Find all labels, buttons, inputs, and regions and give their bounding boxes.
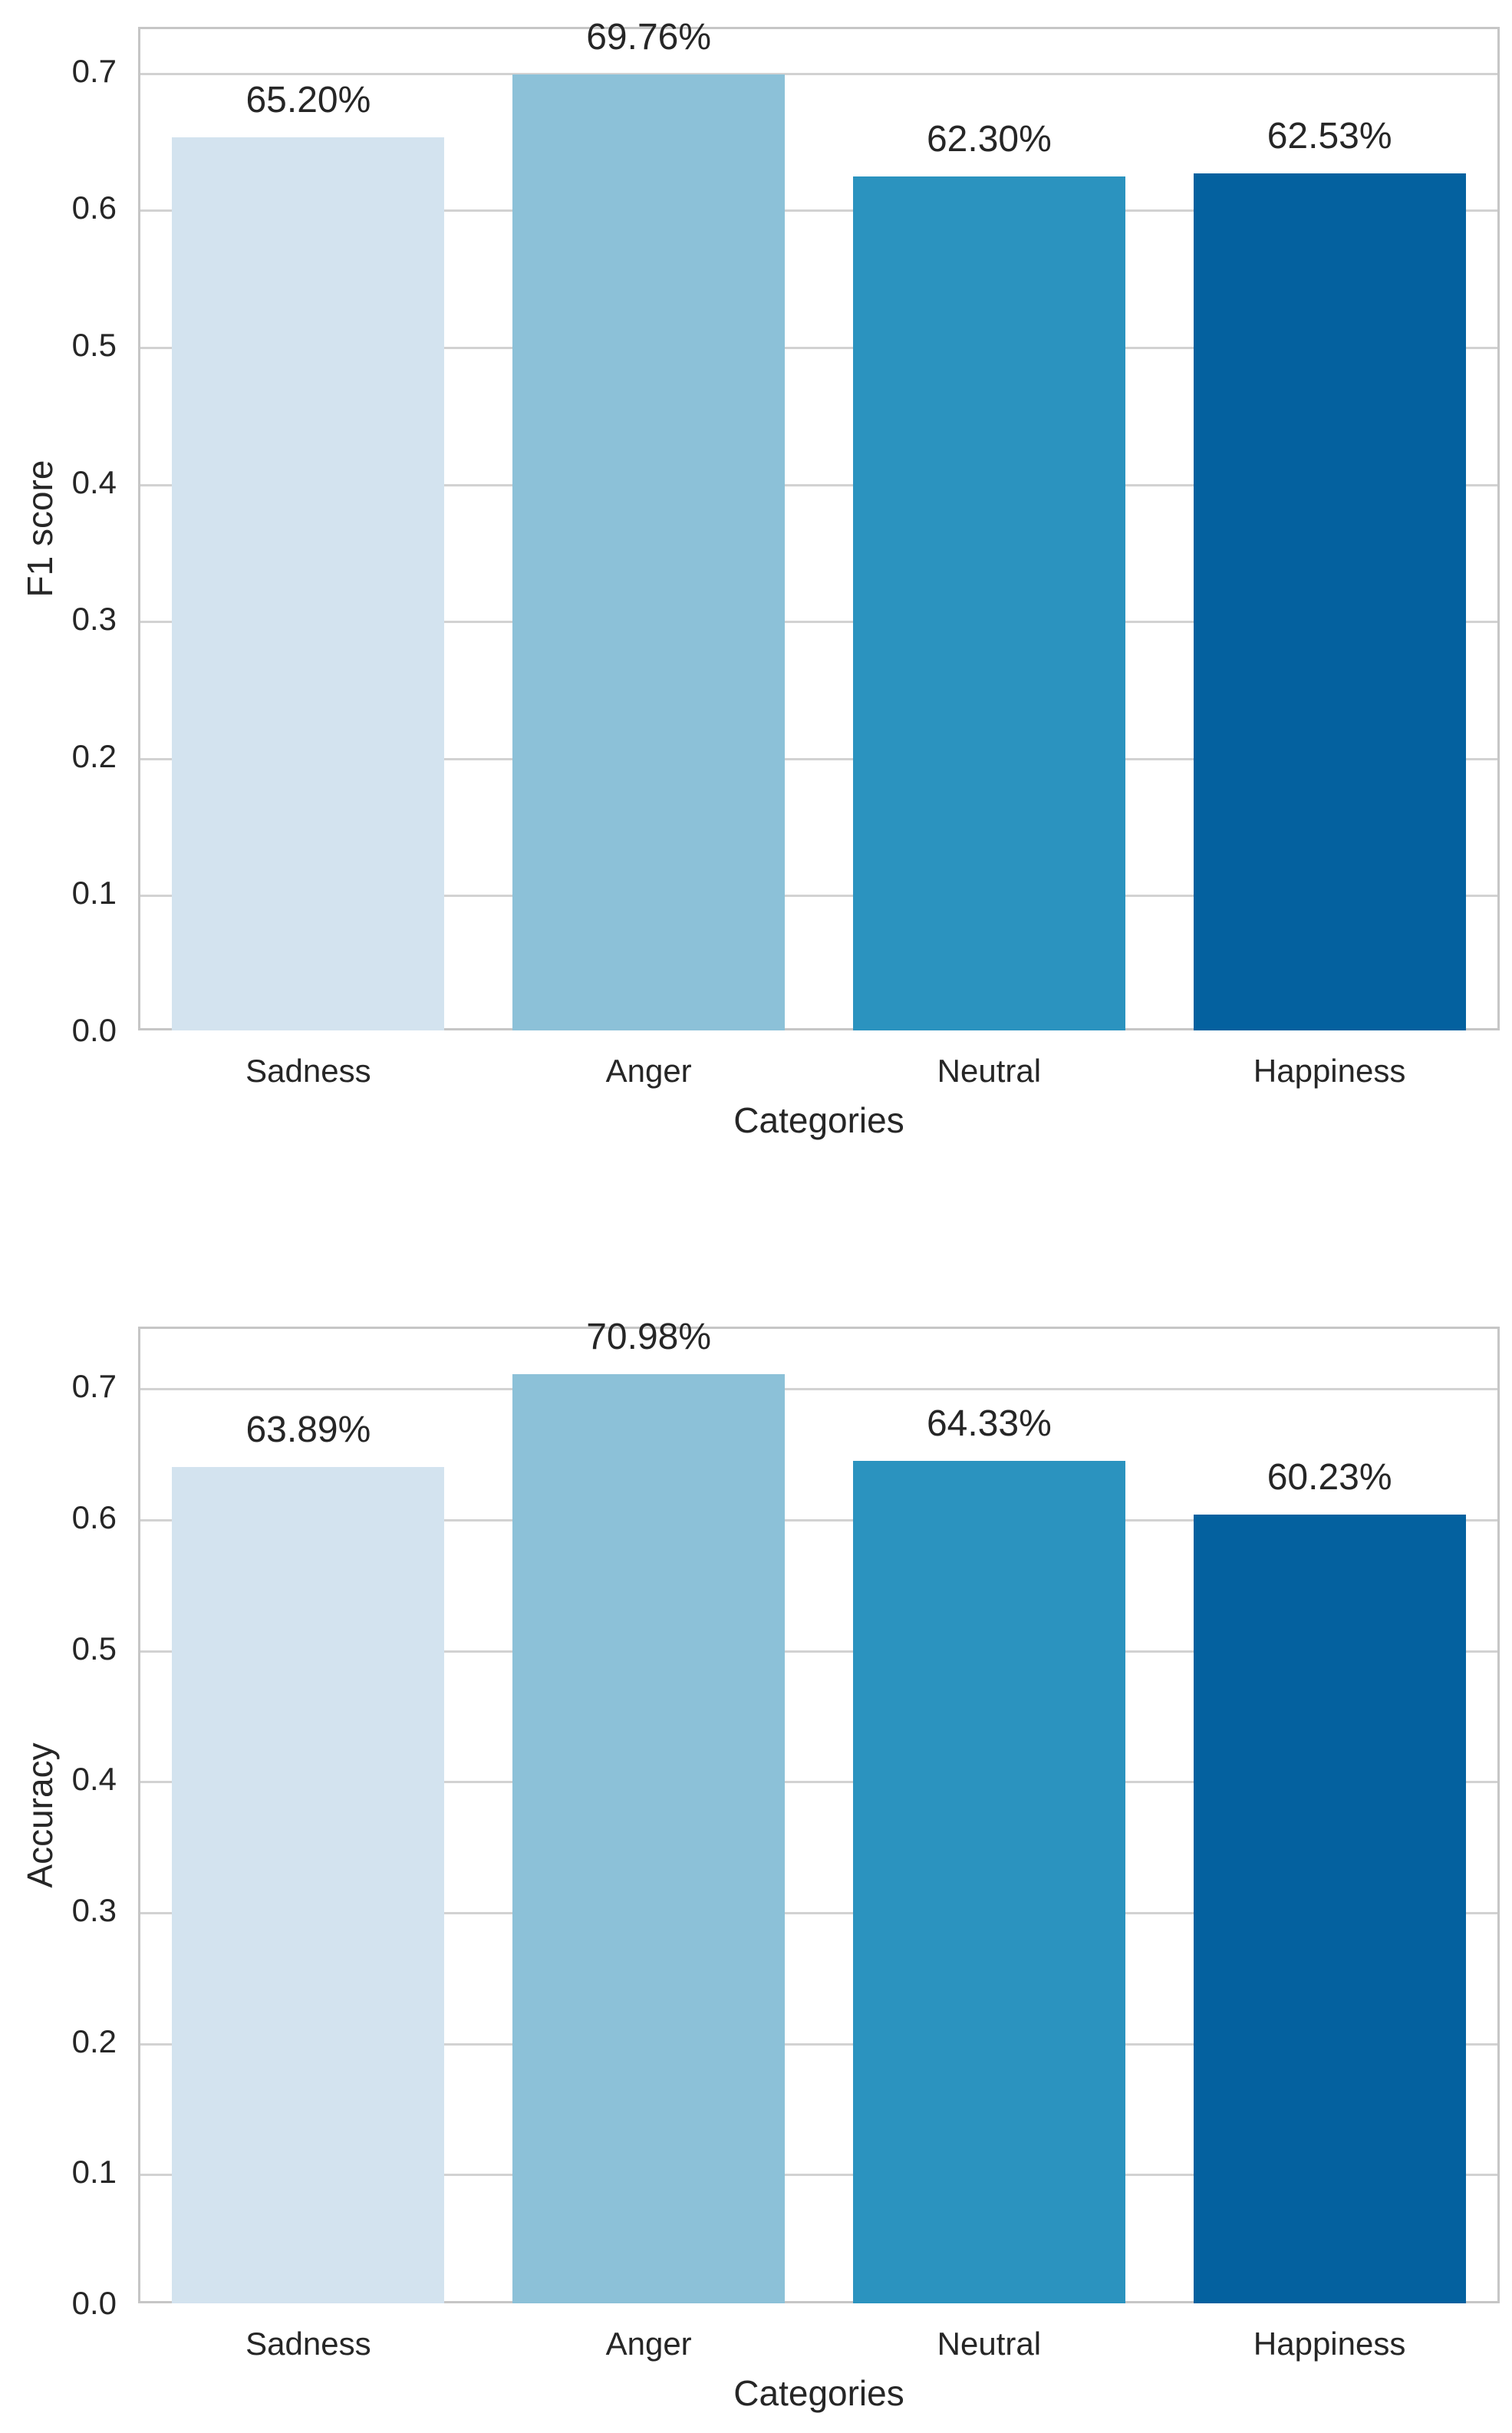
x-tick-label: Neutral [937,2326,1042,2362]
y-tick-label: 0.6 [71,1499,117,1536]
y-tick-label: 0.7 [71,52,117,89]
y-tick-label: 0.1 [71,2154,117,2191]
y-tick-label: 0.1 [71,875,117,912]
value-label: 62.53% [1267,116,1392,157]
x-tick-label: Anger [605,1053,692,1089]
x-tick-label: Sadness [245,2326,371,2362]
gridline [140,1519,1497,1522]
gridline [140,483,1497,486]
x-tick-label: Sadness [245,1053,371,1089]
y-tick-label: 0.3 [71,1892,117,1929]
gridline [140,2174,1497,2177]
y-tick-label: 0.5 [71,327,117,364]
gridline [140,2042,1497,2046]
bar-happiness [1193,173,1466,1030]
bar-anger [512,74,786,1030]
y-tick-label: 0.5 [71,1630,117,1667]
y-axis-label: Accuracy [20,1742,60,1888]
x-axis-label: Categories [733,1100,904,1140]
gridline [140,72,1497,75]
value-label: 69.76% [586,17,712,58]
y-tick-label: 0.6 [71,190,117,226]
y-tick-label: 0.0 [71,1012,117,1048]
x-tick-label: Happiness [1253,1053,1406,1089]
bar-anger [512,1373,786,2303]
value-label: 64.33% [926,1403,1052,1445]
bar-neutral [852,1461,1125,2303]
y-tick-label: 0.7 [71,1368,117,1405]
bar-neutral [852,176,1125,1030]
gridline [140,895,1497,898]
y-tick-label: 0.2 [71,2023,117,2059]
gridline [140,1781,1497,1784]
x-tick-label: Happiness [1253,2326,1406,2362]
gridline [140,1388,1497,1391]
gridline [140,347,1497,350]
value-label: 65.20% [245,79,371,120]
y-tick-label: 0.4 [71,463,117,500]
bar-happiness [1193,1515,1466,2303]
x-axis-label: Categories [733,2373,904,2413]
y-tick-label: 0.4 [71,1761,117,1798]
value-label: 70.98% [586,1316,712,1357]
y-tick-label: 0.3 [71,601,117,638]
value-label: 60.23% [1267,1457,1392,1498]
gridline [140,1650,1497,1653]
x-tick-label: Neutral [937,1053,1042,1089]
value-label: 62.30% [926,119,1052,160]
x-tick-label: Anger [605,2326,692,2362]
y-tick-label: 0.0 [71,2285,117,2321]
gridline [140,1912,1497,1915]
gridline [140,757,1497,760]
bar-sadness [172,137,445,1030]
gridline [140,621,1497,624]
value-label: 63.89% [245,1409,371,1450]
gridline [140,209,1497,213]
y-tick-label: 0.2 [71,737,117,774]
bar-sadness [172,1466,445,2303]
